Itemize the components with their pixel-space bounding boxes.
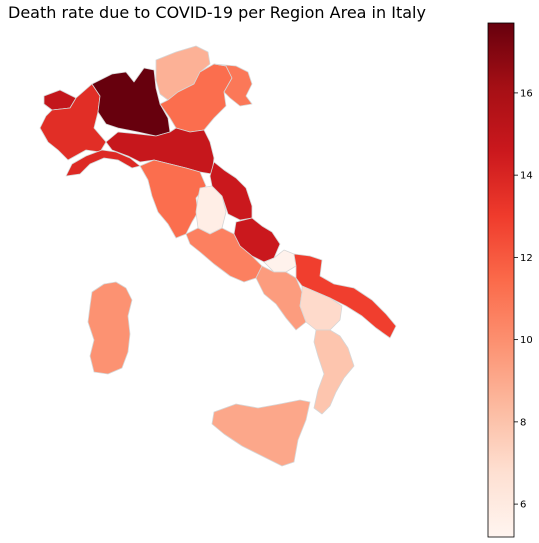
colorbar-tick-label: 14 xyxy=(520,171,533,182)
colorbar: 6 8 10 12 14 16 xyxy=(488,23,533,537)
colorbar-tick-label: 8 xyxy=(520,417,526,428)
colorbar-ticks: 6 8 10 12 14 16 xyxy=(514,88,533,510)
colorbar-tick-label: 10 xyxy=(520,335,533,346)
colorbar-tick-label: 16 xyxy=(520,88,533,99)
colorbar-tick-label: 12 xyxy=(520,253,533,264)
region-toscana xyxy=(140,160,206,238)
region-sardegna xyxy=(88,282,132,374)
regions-layer xyxy=(40,46,396,466)
colorbar-tick-label: 6 xyxy=(520,500,526,511)
region-calabria xyxy=(314,330,354,414)
region-sicilia xyxy=(212,400,310,466)
colorbar-ramp xyxy=(488,23,514,537)
